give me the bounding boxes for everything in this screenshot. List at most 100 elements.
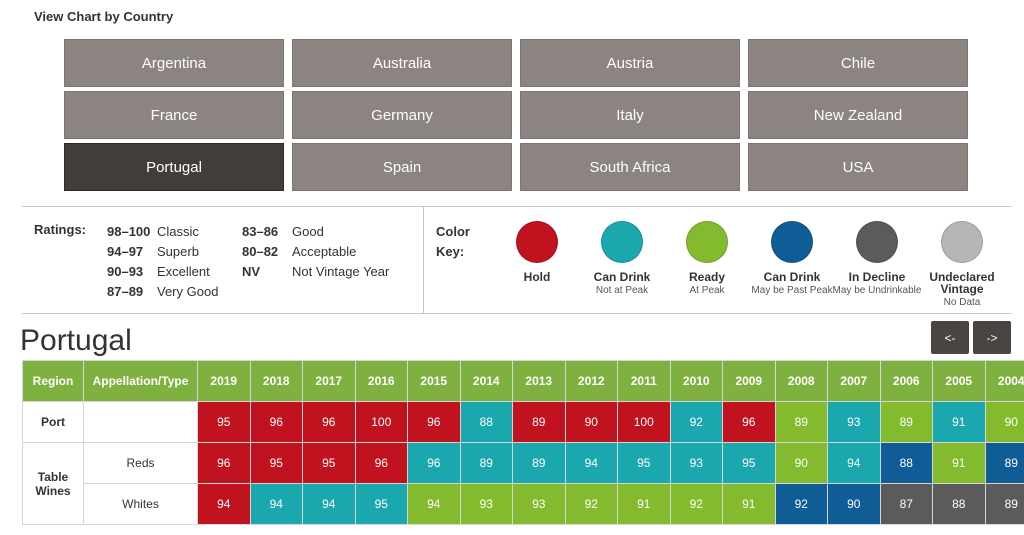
score-cell[interactable]: 95 xyxy=(354,483,408,525)
rating-score: 98–100 xyxy=(107,224,151,239)
header-year-2008: 2008 xyxy=(774,360,828,402)
score-cell[interactable]: 94 xyxy=(827,442,881,484)
rating-score: 94–97 xyxy=(107,244,144,259)
score-cell[interactable]: 95 xyxy=(249,442,303,484)
color-key-description: May be Undrinkable xyxy=(832,285,922,296)
score-cell[interactable]: 88 xyxy=(879,442,933,484)
score-cell[interactable]: 92 xyxy=(774,483,828,525)
country-button-germany[interactable]: Germany xyxy=(292,91,512,139)
score-cell[interactable]: 100 xyxy=(617,401,671,443)
header-year-2015: 2015 xyxy=(407,360,461,402)
header-year-2014: 2014 xyxy=(459,360,513,402)
score-cell[interactable]: 91 xyxy=(722,483,776,525)
score-cell[interactable]: 96 xyxy=(197,442,251,484)
rating-row: 98–100 Classic xyxy=(107,222,218,242)
score-cell[interactable]: 90 xyxy=(984,401,1024,443)
country-button-usa[interactable]: USA xyxy=(748,143,968,191)
score-cell[interactable]: 96 xyxy=(302,401,356,443)
color-key-name: In Decline xyxy=(848,270,906,284)
score-cell[interactable]: 90 xyxy=(774,442,828,484)
score-cell[interactable]: 91 xyxy=(932,401,986,443)
score-cell[interactable]: 92 xyxy=(564,483,618,525)
table-row: Whites 94 94 94 95 94 93 93 92 91 92 91 92 90 87 88 89 xyxy=(23,483,1024,525)
score-cell[interactable]: 89 xyxy=(984,442,1024,484)
score-cell[interactable]: 93 xyxy=(827,401,881,443)
rating-score: 87–89 xyxy=(107,284,144,299)
color-key-in-decline: In Decline May be Undrinkable xyxy=(832,221,922,296)
score-cell[interactable]: 90 xyxy=(827,483,881,525)
ratings-label: Ratings: xyxy=(34,222,86,237)
score-cell[interactable]: 93 xyxy=(459,483,513,525)
score-cell[interactable]: 89 xyxy=(459,442,513,484)
score-cell[interactable]: 100 xyxy=(354,401,408,443)
appellation-cell: Reds xyxy=(83,442,198,484)
country-button-chile[interactable]: Chile xyxy=(748,39,968,87)
country-button-australia[interactable]: Australia xyxy=(292,39,512,87)
undeclared-dot xyxy=(941,221,983,263)
score-cell[interactable]: 96 xyxy=(722,401,776,443)
rating-description: Superb xyxy=(157,244,199,259)
country-button-italy[interactable]: Italy xyxy=(520,91,740,139)
next-years-button[interactable]: -> xyxy=(973,321,1011,354)
header-year-2018: 2018 xyxy=(249,360,303,402)
rating-row: 80–82 Acceptable xyxy=(242,242,389,262)
color-key-ready: Ready At Peak xyxy=(662,221,752,296)
score-cell[interactable]: 94 xyxy=(564,442,618,484)
score-cell[interactable]: 95 xyxy=(302,442,356,484)
score-cell[interactable]: 96 xyxy=(249,401,303,443)
header-year-2012: 2012 xyxy=(564,360,618,402)
country-selector: Argentina Australia Austria Chile France Germ… xyxy=(64,39,970,191)
score-cell[interactable]: 93 xyxy=(512,483,566,525)
rating-score: 80–82 xyxy=(242,244,279,259)
score-cell[interactable]: 95 xyxy=(617,442,671,484)
score-cell[interactable]: 88 xyxy=(932,483,986,525)
color-key-description: May be Past Peak xyxy=(751,285,833,296)
rating-description: Good xyxy=(292,224,324,239)
score-cell[interactable]: 91 xyxy=(617,483,671,525)
country-button-austria[interactable]: Austria xyxy=(520,39,740,87)
country-button-argentina[interactable]: Argentina xyxy=(64,39,284,87)
score-cell[interactable]: 94 xyxy=(197,483,251,525)
score-cell[interactable]: 91 xyxy=(932,442,986,484)
previous-years-button[interactable]: <- xyxy=(931,321,969,354)
color-key-description: No Data xyxy=(943,297,981,308)
table-row: Table Wines Reds 96 95 95 96 96 89 89 94 95 93 95 90 9… xyxy=(22,442,1024,525)
country-button-spain[interactable]: Spain xyxy=(292,143,512,191)
score-cell[interactable]: 89 xyxy=(774,401,828,443)
score-cell[interactable]: 94 xyxy=(249,483,303,525)
score-cell[interactable]: 95 xyxy=(722,442,776,484)
score-cell[interactable]: 96 xyxy=(354,442,408,484)
rating-row: 87–89 Very Good xyxy=(107,282,218,302)
rating-description: Acceptable xyxy=(292,244,357,259)
hold-dot xyxy=(516,221,558,263)
score-cell[interactable]: 90 xyxy=(564,401,618,443)
score-cell[interactable]: 96 xyxy=(407,401,461,443)
score-cell[interactable]: 95 xyxy=(197,401,251,443)
rating-description: Excellent xyxy=(157,264,210,279)
score-cell[interactable]: 92 xyxy=(669,401,723,443)
ratings-column-2: 83–86 Good 80–82 Acceptable NV Not Vintage Ye… xyxy=(242,222,389,282)
view-chart-title: View Chart by Country xyxy=(34,9,174,24)
country-button-new-zealand[interactable]: New Zealand xyxy=(748,91,968,139)
color-key-undeclared: Undeclared Vintage No Data xyxy=(917,221,1007,308)
score-cell[interactable]: 89 xyxy=(984,483,1024,525)
score-cell[interactable]: 89 xyxy=(879,401,933,443)
score-cell[interactable]: 92 xyxy=(669,483,723,525)
country-button-south-africa[interactable]: South Africa xyxy=(520,143,740,191)
score-cell[interactable]: 89 xyxy=(512,401,566,443)
country-button-france[interactable]: France xyxy=(64,91,284,139)
score-cell[interactable]: 96 xyxy=(407,442,461,484)
country-button-portugal[interactable]: Portugal xyxy=(64,143,284,191)
table-header-row: Region Appellation/Type 2019 2018 2017 2016 20… xyxy=(22,360,1024,402)
score-cell[interactable]: 88 xyxy=(459,401,513,443)
score-cell[interactable]: 94 xyxy=(407,483,461,525)
score-cell[interactable]: 93 xyxy=(669,442,723,484)
score-cell[interactable]: 94 xyxy=(302,483,356,525)
appellation-cell xyxy=(83,401,198,443)
color-key-name: Can Drink xyxy=(593,270,651,284)
score-cell[interactable]: 89 xyxy=(512,442,566,484)
header-year-2017: 2017 xyxy=(302,360,356,402)
score-cell[interactable]: 87 xyxy=(879,483,933,525)
rating-row: NV Not Vintage Year xyxy=(242,262,389,282)
header-year-2009: 2009 xyxy=(722,360,776,402)
